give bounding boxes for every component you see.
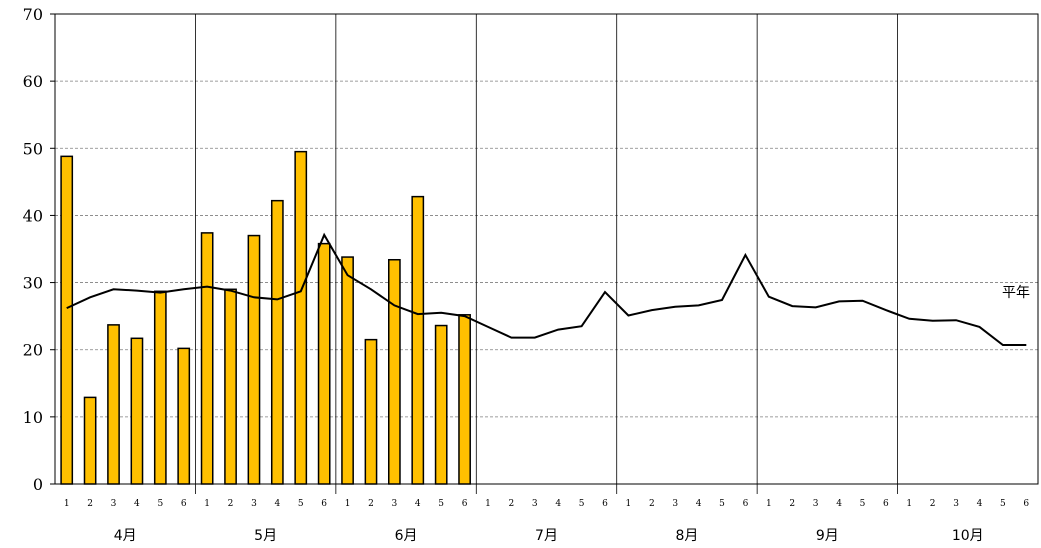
bar xyxy=(200,232,214,485)
month-label: 4月 xyxy=(114,528,137,544)
month-label: 7月 xyxy=(535,528,558,544)
x-tick-label: 1 xyxy=(766,499,772,509)
x-tick-label: 1 xyxy=(204,499,210,509)
bar xyxy=(224,288,237,485)
x-tick-label: 4 xyxy=(696,499,702,509)
x-tick-label: 6 xyxy=(883,499,889,509)
x-tick-label: 2 xyxy=(368,499,374,509)
x-tick-label: 3 xyxy=(953,499,959,509)
x-tick-label: 2 xyxy=(228,499,234,509)
y-tick-label: 70 xyxy=(23,5,43,24)
bar xyxy=(130,337,144,485)
month-label: 5月 xyxy=(254,528,277,544)
x-tick-label: 3 xyxy=(392,499,398,509)
bar xyxy=(107,324,120,485)
x-tick-label: 6 xyxy=(321,499,327,509)
x-tick-label: 3 xyxy=(813,499,819,509)
y-tick-label: 10 xyxy=(23,408,43,427)
x-tick-label: 6 xyxy=(1023,499,1029,509)
plot-frame xyxy=(54,13,1039,485)
bar xyxy=(247,234,261,485)
y-tick-label: 50 xyxy=(23,139,43,158)
x-tick-label: 4 xyxy=(555,499,561,509)
x-tick-label: 5 xyxy=(157,499,163,509)
series-label-normal-year: 平年 xyxy=(1002,285,1030,301)
x-tick-label: 4 xyxy=(836,499,842,509)
tick-labels: 0 10 20 30 40 50 60 70 平年 1 2 3 4 5 6 1 2 3 4 5 6 1 2 3 4 5 6 1 2 3 4 5… xyxy=(23,5,1030,544)
bar xyxy=(388,258,401,485)
bar xyxy=(411,195,425,485)
x-tick-label: 2 xyxy=(789,499,795,509)
x-tick-label: 3 xyxy=(532,499,538,509)
x-tick-label: 3 xyxy=(672,499,678,509)
bar xyxy=(458,314,471,485)
x-tick-label: 5 xyxy=(1000,499,1006,509)
x-tick-label: 5 xyxy=(579,499,585,509)
bar xyxy=(60,155,74,485)
x-tick-label: 5 xyxy=(860,499,866,509)
bar xyxy=(177,347,191,485)
x-tick-label: 2 xyxy=(87,499,93,509)
x-tick-label: 1 xyxy=(485,499,491,509)
x-tick-label: 4 xyxy=(977,499,983,509)
x-tick-label: 2 xyxy=(930,499,936,509)
x-tick-label: 5 xyxy=(298,499,304,509)
x-tick-label: 1 xyxy=(345,499,351,509)
bar xyxy=(153,290,167,485)
x-tick-label: 6 xyxy=(181,499,187,509)
x-tick-label: 2 xyxy=(509,499,515,509)
month-label: 8月 xyxy=(675,528,698,544)
bar xyxy=(434,324,448,485)
normal-year-line xyxy=(66,232,1027,346)
x-tick-label: 6 xyxy=(602,499,608,509)
x-tick-label: 4 xyxy=(415,499,421,509)
bar xyxy=(270,199,284,485)
bar xyxy=(341,256,354,485)
axes xyxy=(50,13,1039,485)
y-tick-label: 20 xyxy=(23,341,43,360)
bar xyxy=(364,338,378,485)
x-tick-label: 1 xyxy=(64,499,70,509)
y-tick-label: 0 xyxy=(33,475,43,494)
bar-series xyxy=(60,150,471,485)
x-tick-label: 6 xyxy=(462,499,468,509)
x-tick-label: 4 xyxy=(274,499,280,509)
x-tick-label: 1 xyxy=(626,499,632,509)
x-tick-label: 1 xyxy=(906,499,912,509)
bar xyxy=(83,396,97,485)
x-tick-label: 5 xyxy=(438,499,444,509)
y-tick-label: 60 xyxy=(23,72,43,91)
x-tick-label: 6 xyxy=(743,499,749,509)
x-tick-label: 4 xyxy=(134,499,140,509)
bar xyxy=(317,242,331,485)
normal-year-line-series xyxy=(66,232,1027,346)
bar xyxy=(294,150,308,485)
x-tick-label: 5 xyxy=(719,499,725,509)
x-tick-label: 3 xyxy=(251,499,257,509)
month-label: 9月 xyxy=(816,528,839,544)
month-label: 6月 xyxy=(395,528,418,544)
x-tick-label: 2 xyxy=(649,499,655,509)
month-label: 10月 xyxy=(952,528,984,544)
x-tick-label: 3 xyxy=(111,499,117,509)
y-tick-label: 30 xyxy=(23,274,43,293)
y-tick-label: 40 xyxy=(23,206,43,225)
